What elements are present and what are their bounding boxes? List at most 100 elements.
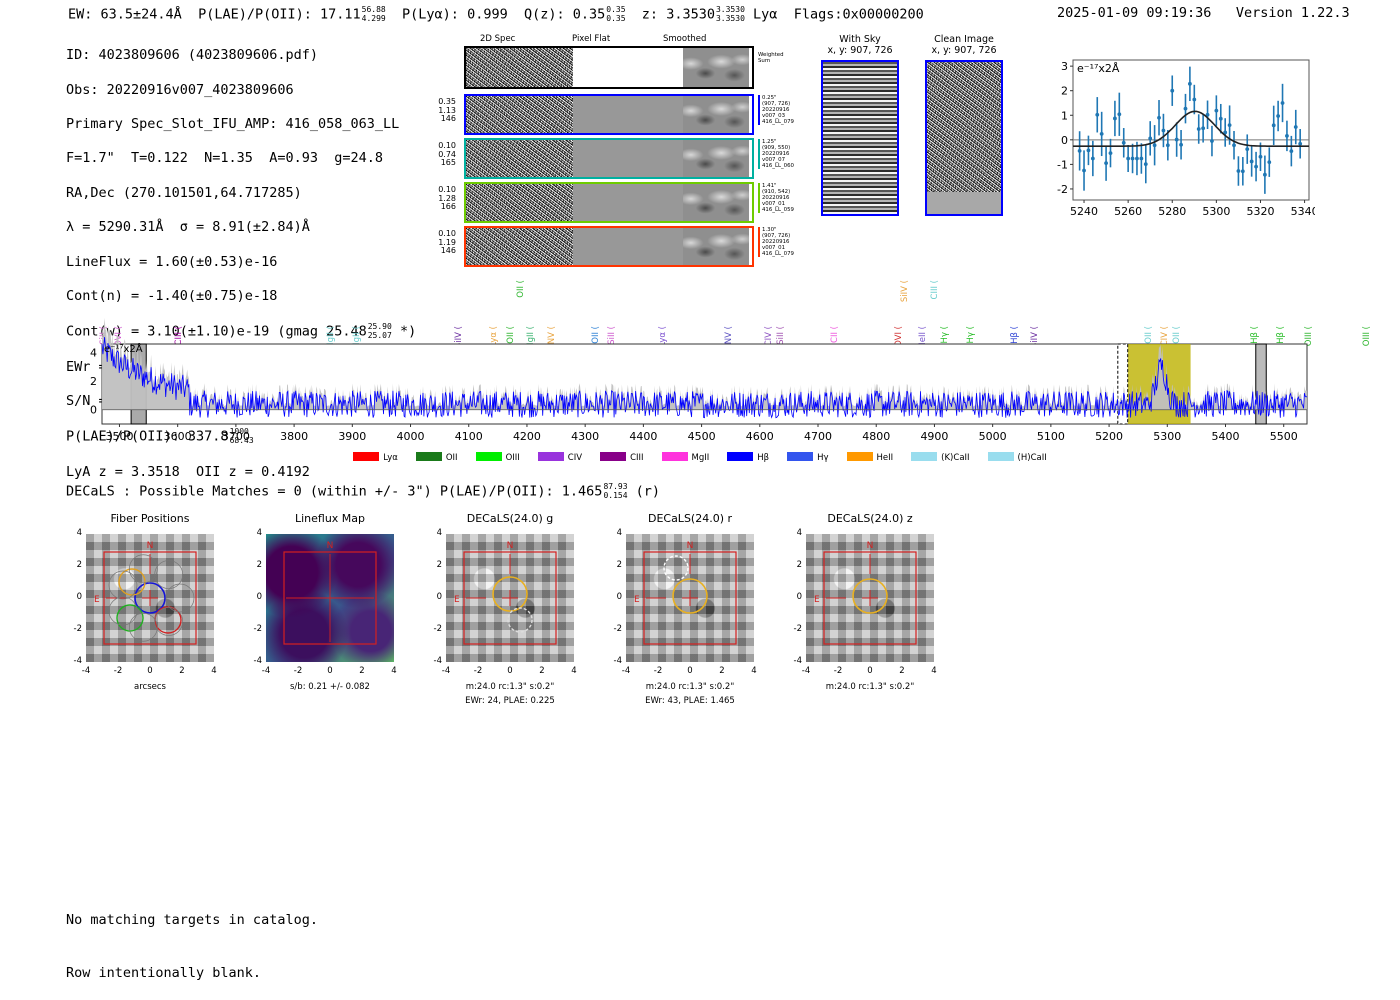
cutout-xtick: 4: [931, 666, 937, 676]
cutout-ytick: -2: [613, 624, 622, 634]
svg-text:e⁻¹⁷x2Å: e⁻¹⁷x2Å: [104, 342, 143, 355]
cutout-xtick: -4: [261, 666, 271, 676]
legend-swatch: [475, 452, 502, 461]
cutout-ytick: -4: [73, 656, 82, 666]
cutout-panel: DECaLS(24.0) r N E 4 2 0 -2 -4 -4 -2 0 2 4 m:24.0 rc:…: [600, 512, 780, 727]
info-line-primary-spec: Primary Spec_Slot_IFU_AMP: 416_058_063_L…: [66, 116, 400, 133]
svg-text:3800: 3800: [280, 430, 308, 443]
cutout-caption-1: arcsecs: [134, 682, 166, 692]
svg-text:5260: 5260: [1114, 205, 1142, 218]
svg-text:3600: 3600: [164, 430, 192, 443]
cutout-xtick: -4: [441, 666, 451, 676]
footer-line-1: No matching targets in catalog.: [66, 912, 318, 928]
plya-value: 0.999: [467, 6, 508, 23]
cont-w-pre: Cont(w) = 3.10(±1.10)e-19 (gmag 25.48: [66, 323, 367, 340]
legend-swatch: [727, 452, 754, 461]
fiber-row: [464, 138, 754, 179]
fiber-stat-value: 0.10: [438, 229, 456, 238]
svg-text:0: 0: [1061, 134, 1068, 147]
cutout-ytick: 4: [796, 528, 802, 538]
fit-plot-svg: -2 -1 0 1 2 3 5240 5260 5280 5300 5320 5340 e⁻¹⁷x2Å: [1057, 59, 1319, 218]
svg-text:1: 1: [1061, 109, 1068, 122]
report-version: Version 1.22.3: [1235, 5, 1350, 21]
fiber-pixelflat-image: [573, 140, 683, 177]
fiber-stat-value: 166: [440, 202, 456, 212]
info-line-redshifts: LyA z = 3.3518 OII z = 0.4192: [66, 463, 310, 480]
legend-item: HeII: [846, 452, 893, 463]
cutout-ytick: -2: [253, 624, 262, 634]
legend-label: CIV: [567, 453, 583, 463]
legend-item: CIII: [600, 452, 644, 463]
info-line-id: ID: 4023809606 (4023809606.pdf): [66, 47, 318, 64]
cutout-xtick: 4: [571, 666, 577, 676]
info-line-plae: P(LAE)/P(OII): 337.8 1000 68.43: [66, 427, 416, 446]
compass-north: N: [507, 541, 514, 551]
fiber-stats: 0.10 1.28 166: [420, 185, 456, 212]
fiber-pixelflat-image: [573, 228, 683, 265]
svg-text:5240: 5240: [1070, 205, 1098, 218]
cutout-xtick: 4: [391, 666, 397, 676]
svg-text:3700: 3700: [222, 430, 250, 443]
z-value: 3.3530: [666, 6, 715, 23]
fiber-stat-value: 0.10: [438, 141, 456, 150]
cutout-title: Lineflux Map: [294, 512, 366, 525]
plae-hi: 56.88: [361, 5, 386, 14]
legend-label: Hγ: [817, 453, 829, 463]
fiber-metadata: 1.41" (910, 542) 20220916 v007_01 416_LL…: [758, 183, 794, 214]
fiber-divider: [749, 228, 752, 265]
fiber-divider: [749, 184, 752, 221]
svg-text:5300: 5300: [1153, 430, 1181, 443]
ew-value: 63.5±24.4Å: [100, 6, 182, 23]
fiber-pixelflat-image: [573, 184, 683, 221]
fiber-stat-value: 165: [440, 158, 456, 168]
legend-label: (K)CaII: [941, 453, 970, 463]
legend-item: MgII: [661, 452, 709, 463]
weighted-sum-divider: [749, 48, 752, 87]
emission-line-legend: Lyα OII OIII CIV CIII MgII Hβ Hγ HeII (K)CaII (H)C…: [0, 452, 1400, 463]
emission-line-label: OIII (: [1362, 326, 1372, 347]
fiber-metadata: 1.25" (909, 550) 20220916 v007_07 416_LL…: [758, 139, 794, 170]
footer-note: No matching targets in catalog. Row inte…: [66, 877, 318, 1000]
svg-text:5000: 5000: [979, 430, 1007, 443]
fiber-smoothed-image: [683, 228, 749, 265]
qz-label: Q(z):: [523, 6, 565, 23]
cutout-ytick: -2: [793, 624, 802, 634]
cutout-ytick: 4: [76, 528, 82, 538]
fiber-stat-value: 0.10: [438, 185, 456, 194]
fiber-stats: 0.35 1.13 146: [420, 97, 456, 124]
cutout-overlay: NE: [634, 541, 737, 645]
cutout-ytick: -4: [253, 656, 262, 666]
cutout-xtick: -4: [621, 666, 631, 676]
cutout-xtick: 0: [687, 666, 693, 676]
cutout-xtick: 2: [719, 666, 725, 676]
legend-item: (H)CaII: [987, 452, 1047, 463]
full-spectrum-svg: 0 2 4 3500 3600 3700 3800 3900 4000 4100 4200 4300 4…: [90, 318, 1308, 443]
cutout-xtick: 0: [147, 666, 153, 676]
cutout-xtick: 2: [539, 666, 545, 676]
fiber-row: [464, 226, 754, 267]
fiber-metadata: 0.25" (907, 726) 20220916 v007_03 416_LL…: [758, 95, 794, 126]
cutout-overlay: N: [283, 541, 377, 645]
compass-north: N: [327, 541, 334, 551]
legend-item: Hβ: [727, 452, 769, 463]
cutout-xtick: 0: [507, 666, 513, 676]
svg-text:5340: 5340: [1291, 205, 1315, 218]
fiber-2dspec-image: [466, 140, 573, 177]
legend-swatch: [600, 452, 627, 461]
svg-text:4500: 4500: [688, 430, 716, 443]
svg-text:5200: 5200: [1095, 430, 1123, 443]
cutout-xtick: 0: [327, 666, 333, 676]
svg-text:5100: 5100: [1037, 430, 1065, 443]
legend-swatch: [415, 452, 442, 461]
cutout-xtick: 4: [751, 666, 757, 676]
with-sky-cutout: With Sky x, y: 907, 726: [812, 34, 908, 216]
cutout-xtick: -2: [473, 666, 483, 676]
weighted-sum-pixelflat-image: [573, 48, 683, 87]
plya-label: P(Lyα):: [402, 6, 459, 23]
cutout-panel: DECaLS(24.0) z N E 4 2 0 -2 -4 -4 -2 0 2 4 m:24.0 rc:…: [780, 512, 960, 727]
cutout-ytick: 4: [616, 528, 622, 538]
